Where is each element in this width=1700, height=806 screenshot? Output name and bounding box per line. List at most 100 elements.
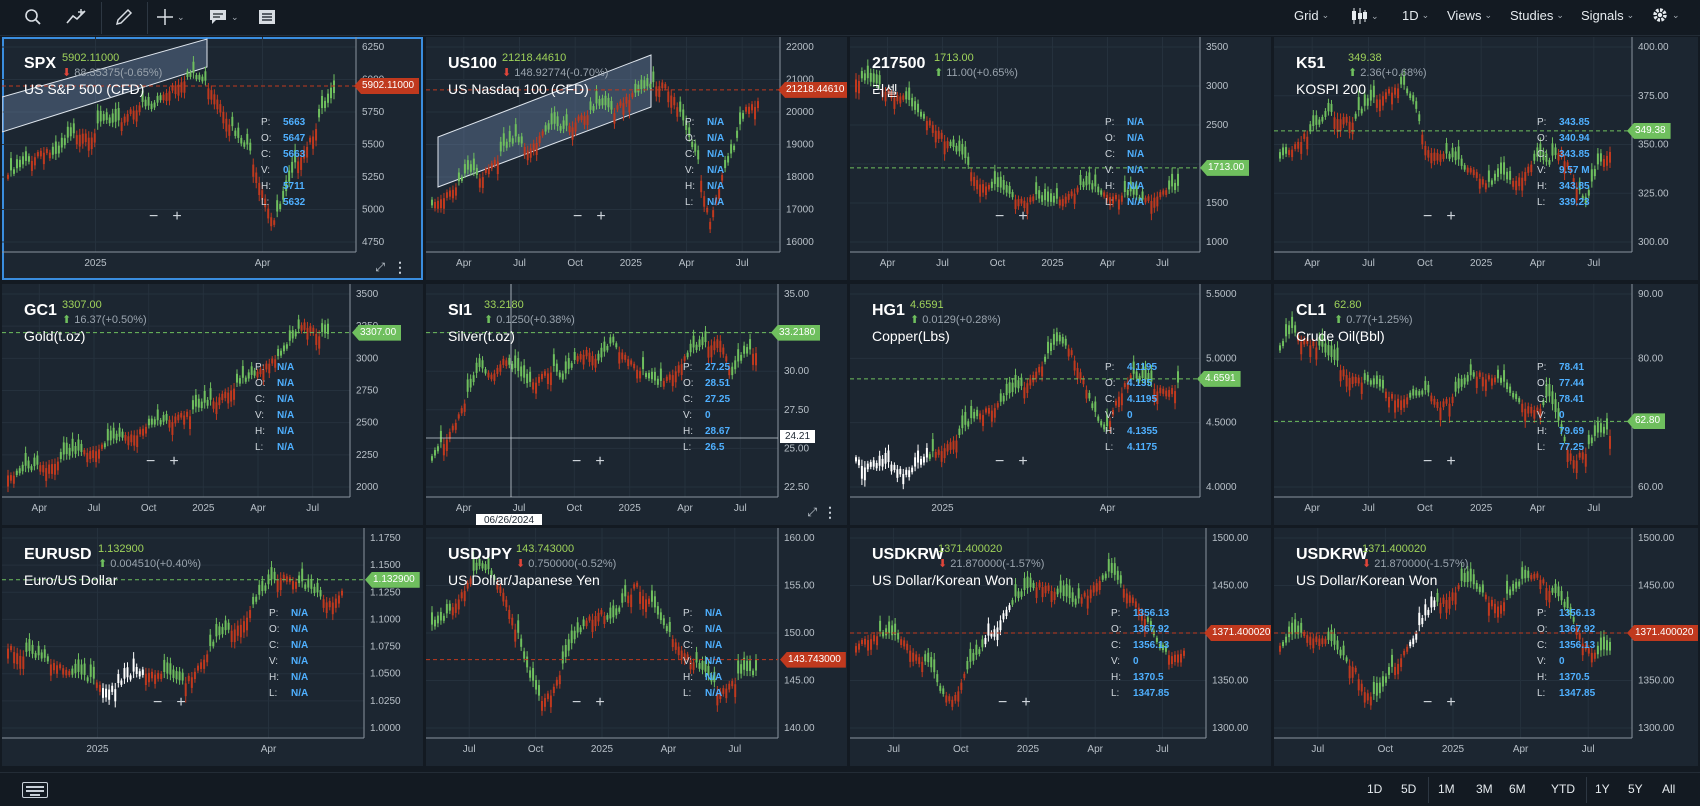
chart-type-menu[interactable]: ⌄	[1350, 7, 1379, 25]
zoom-in-button[interactable]: +	[1446, 694, 1456, 711]
zoom-in-button[interactable]: +	[176, 694, 186, 711]
candle-body	[30, 160, 33, 171]
chart-panel[interactable]: 62506000575055005250500047502025AprSPX59…	[2, 37, 423, 280]
candle-body	[1503, 162, 1506, 175]
views-menu[interactable]: Views ⌄	[1447, 8, 1492, 23]
zoom-out-button[interactable]: −	[572, 453, 582, 470]
candle-body	[1515, 581, 1518, 589]
zoom-out-button[interactable]: −	[995, 453, 1005, 470]
comment-icon[interactable]: ⌄	[208, 4, 239, 30]
expand-icon[interactable]: ⤢	[807, 505, 817, 519]
grid-menu[interactable]: Grid ⌄	[1294, 8, 1330, 23]
candle-body	[243, 142, 246, 147]
range-button[interactable]: All	[1662, 782, 1676, 796]
zoom-out-button[interactable]: −	[146, 453, 156, 470]
zoom-out-button[interactable]: −	[573, 208, 583, 225]
zoom-out-button[interactable]: −	[1423, 694, 1433, 711]
candle-body	[319, 590, 322, 597]
zoom-in-button[interactable]: +	[172, 208, 182, 225]
candle-body	[952, 440, 955, 450]
zoom-controls: − +	[149, 208, 182, 226]
candle-body	[647, 372, 650, 379]
candle-body	[74, 663, 77, 674]
candle-body	[1100, 190, 1103, 195]
candle-body	[1512, 583, 1515, 592]
zoom-out-button[interactable]: −	[153, 694, 163, 711]
chart-panel[interactable]: 35.0032.5030.0027.5025.0022.50AprJulOct2…	[426, 284, 847, 525]
zoom-out-button[interactable]: −	[572, 694, 582, 711]
candle-body	[984, 186, 987, 196]
candle-body	[1587, 190, 1590, 196]
zoom-in-button[interactable]: +	[169, 453, 179, 470]
chart-panel[interactable]: 3500325030002750250022502000AprJulOct202…	[2, 284, 423, 525]
search-icon[interactable]	[24, 4, 42, 30]
range-button[interactable]: 6M	[1509, 782, 1526, 796]
chart-panel[interactable]: 22000 21000 20000 19000 18000 17000 16000 Apr Ju…	[426, 37, 847, 280]
candle-body	[757, 101, 759, 109]
news-icon[interactable]	[258, 4, 276, 30]
zoom-in-button[interactable]: +	[596, 208, 606, 225]
range-button[interactable]: 3M	[1476, 782, 1493, 796]
trend-line-icon[interactable]	[66, 4, 88, 30]
candle-body	[114, 108, 117, 122]
candle-body	[896, 94, 899, 102]
keyboard-icon[interactable]	[22, 782, 48, 798]
candle-body	[591, 355, 594, 366]
chart-panel[interactable]: 1500.001450.001400.001350.001300.00JulOc…	[850, 528, 1271, 766]
price-chart[interactable]: 350030002500200015001000AprJulOct2025Apr…	[850, 37, 1271, 280]
range-button[interactable]: 1M	[1438, 782, 1455, 796]
price-chart[interactable]: 62506000575055005250500047502025Apr	[2, 37, 423, 280]
price-chart[interactable]: 3500325030002750250022502000AprJulOct202…	[2, 284, 423, 525]
price-chart[interactable]: 1500.001450.001400.001350.001300.00JulOc…	[850, 528, 1271, 766]
chart-panel[interactable]: 90.0080.0070.0060.00AprJulOct2025AprJulC…	[1274, 284, 1698, 525]
settings-menu[interactable]: ⌄	[1651, 6, 1680, 24]
zoom-in-button[interactable]: +	[595, 694, 605, 711]
x-tick-label: Oct	[1378, 744, 1394, 755]
zoom-out-button[interactable]: −	[1423, 453, 1433, 470]
chart-panel[interactable]: 350030002500200015001000AprJulOct2025Apr…	[850, 37, 1271, 280]
zoom-out-button[interactable]: −	[998, 694, 1008, 711]
zoom-in-button[interactable]: +	[1018, 208, 1028, 225]
more-options-icon[interactable]: ⋮	[823, 504, 837, 520]
more-options-icon[interactable]: ⋮	[393, 259, 407, 275]
zoom-out-button[interactable]: −	[1423, 208, 1433, 225]
candle-body	[520, 136, 523, 144]
signals-menu[interactable]: Signals ⌄	[1581, 8, 1635, 23]
zoom-in-button[interactable]: +	[1021, 694, 1031, 711]
zoom-in-button[interactable]: +	[1018, 453, 1028, 470]
candle-body	[261, 581, 264, 592]
last-price: 62.80	[1334, 299, 1362, 311]
range-button[interactable]: 5D	[1401, 782, 1417, 796]
range-button[interactable]: YTD	[1551, 782, 1575, 796]
expand-icon[interactable]: ⤢	[375, 260, 385, 274]
zoom-in-button[interactable]: +	[1446, 453, 1456, 470]
range-button[interactable]: 1Y	[1595, 782, 1610, 796]
range-button[interactable]: 5Y	[1628, 782, 1643, 796]
chart-panel[interactable]: 1500.001450.001400.001350.001300.00JulOc…	[1274, 528, 1698, 766]
crosshair-icon[interactable]: ⌄	[157, 9, 185, 25]
candle-body	[597, 612, 600, 622]
candle-body	[888, 621, 891, 634]
candle-body	[1487, 602, 1490, 616]
zoom-in-button[interactable]: +	[595, 453, 605, 470]
zoom-out-button[interactable]: −	[149, 208, 159, 225]
zoom-out-button[interactable]: −	[995, 208, 1005, 225]
price-chart[interactable]: 1.17501.15001.12501.10001.07501.05001.02…	[2, 528, 423, 766]
candle-body	[33, 457, 36, 467]
pencil-icon[interactable]	[114, 4, 134, 30]
chart-panel[interactable]: 1.1750 1.1500 1.1250 1.1000 1.0750 1.0500 1.02…	[2, 528, 423, 766]
studies-menu[interactable]: Studies ⌄	[1510, 8, 1564, 23]
chart-panel[interactable]: 160.00 155.00 150.00 145.00 140.00 Jul Oct 2025…	[426, 528, 847, 766]
zoom-in-button[interactable]: +	[1446, 208, 1456, 225]
chart-panel[interactable]: 5.5000 5.0000 4.5000 4.0000 2025 Apr HG1 4.6591…	[850, 284, 1271, 525]
candle-body	[1017, 591, 1020, 599]
candle-body	[18, 159, 21, 168]
interval-menu[interactable]: 1D ⌄	[1402, 8, 1430, 23]
range-button[interactable]: 1D	[1367, 782, 1383, 796]
chart-panel[interactable]: 400.00 375.00 350.00 325.00 300.00 Apr Jul Oct 2…	[1274, 37, 1698, 280]
